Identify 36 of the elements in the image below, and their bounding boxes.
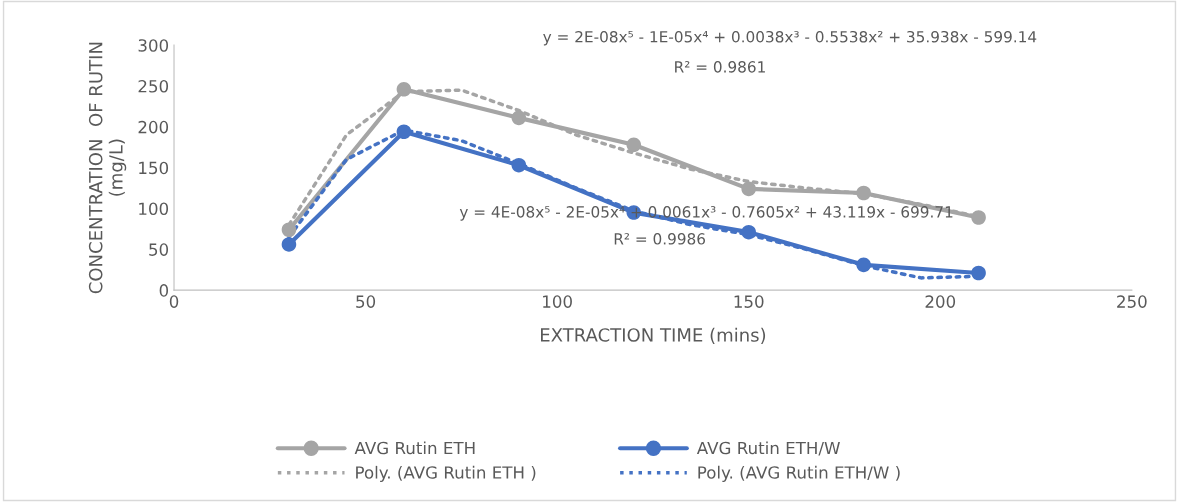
point [511, 110, 527, 126]
x-tick-label: 50 [356, 295, 376, 308]
annotation: y = 4E-08x⁵ - 2E-05x⁴ + 0.0061x³ - 0.7605x² + 43.119x - 699.71 [459, 206, 953, 221]
y-tick-label: 250 [138, 79, 169, 93]
y-tick-label: 0 [159, 284, 169, 297]
point [856, 257, 871, 273]
point [971, 210, 986, 225]
x-tick-label: 200 [925, 295, 956, 308]
point [511, 157, 527, 173]
y-tick-label: 100 [139, 202, 169, 216]
point [971, 265, 986, 281]
point [741, 224, 756, 240]
legend-label: AVG Rutin ETH [354, 441, 475, 455]
x-tick-label: 150 [734, 295, 764, 308]
x-tick-label: 100 [543, 295, 572, 308]
point [396, 124, 412, 140]
y-tick-label: 50 [149, 243, 169, 256]
point [741, 181, 756, 197]
legend-label: Poly. (AVG Rutin ETH ) [356, 465, 536, 482]
annotation: R² = 0.9861 [675, 61, 765, 73]
point [281, 222, 297, 238]
annotation: y = 2E-08x⁵ - 1E-05x⁴ + 0.0038x³ - 0.5538x² + 35.938x - 599.14 [543, 30, 1037, 46]
y-tick-label: 300 [138, 39, 169, 52]
y-axis-title: CONCENTRATION OF RUTIN (mg/L) [88, 42, 127, 294]
point [281, 237, 297, 252]
legend-label: Poly. (AVG Rutin ETH/W ) [698, 465, 900, 482]
x-tick-label: 250 [1117, 295, 1147, 308]
y-tick-label: 150 [139, 161, 169, 175]
y-tick-label: 200 [138, 120, 169, 134]
x-axis-title: EXTRACTION TIME (mins) [541, 327, 766, 344]
legend-label: AVG Rutin ETH/W [696, 441, 840, 456]
x-tick-label: 0 [169, 295, 179, 308]
point [396, 81, 412, 97]
annotation: R² = 0.9986 [614, 233, 706, 245]
point [856, 185, 871, 201]
point [626, 137, 642, 153]
